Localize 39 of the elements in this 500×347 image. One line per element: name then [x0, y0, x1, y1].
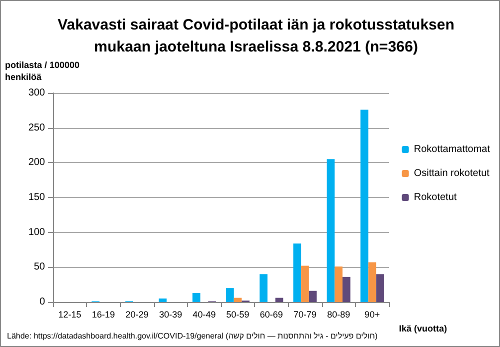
y-tick-label: 250 [28, 122, 46, 134]
text: Lähde: https://datadashboard.health.gov.il/COVID-19/general (חולים פעילים - גיל והתחסנות — חולים קשה) [7, 332, 378, 340]
bar [368, 262, 376, 302]
y-tick-label: 150 [28, 192, 46, 203]
bar [192, 292, 200, 302]
y-tick-label: 100 [28, 226, 46, 238]
bar [158, 298, 167, 302]
y-tick-label: 200 [28, 157, 46, 168]
y-tick-label: 0 [39, 296, 46, 308]
bar [342, 276, 350, 302]
legend-label: Rokotetut [414, 192, 457, 203]
bar [293, 243, 302, 302]
y-axis-title: potilasta / 100000 henkilöä [5, 60, 80, 82]
legend-label: Osittain rokotetut [414, 168, 490, 179]
bar [376, 274, 384, 302]
bar [308, 290, 317, 302]
legend-label: Rokottamattomat [414, 144, 490, 155]
bar [226, 288, 234, 302]
chart-title: Vakavasti sairaat Covid-potilaat iän ja rokotusstatuksen mukaan jaoteltuna Israelissa 8.8.2021 (n=366) [58, 16, 454, 56]
x-tick-label: 30-39 [159, 310, 182, 320]
x-tick-label: 12-15 [58, 310, 82, 320]
x-tick-label: 80-89 [327, 310, 350, 320]
x-axis-title: Ikä (vuotta) [399, 324, 448, 334]
x-tick-label: 70-79 [293, 310, 317, 320]
bar [334, 266, 343, 302]
bar [360, 110, 368, 302]
y-tick-label: 300 [28, 88, 46, 98]
y-tick-label: 50 [34, 262, 46, 273]
bar [260, 274, 268, 302]
x-tick-label: 16-19 [92, 310, 115, 320]
x-tick-label: 20-29 [125, 310, 149, 320]
x-tick-label: 60-69 [260, 310, 283, 320]
x-tick-label: 40-49 [192, 310, 216, 320]
bar [326, 159, 335, 302]
x-tick-label: 50-59 [226, 310, 250, 320]
bar [234, 298, 242, 302]
bar [301, 266, 309, 302]
x-tick-label: 90+ [364, 310, 380, 320]
bar [275, 298, 284, 302]
